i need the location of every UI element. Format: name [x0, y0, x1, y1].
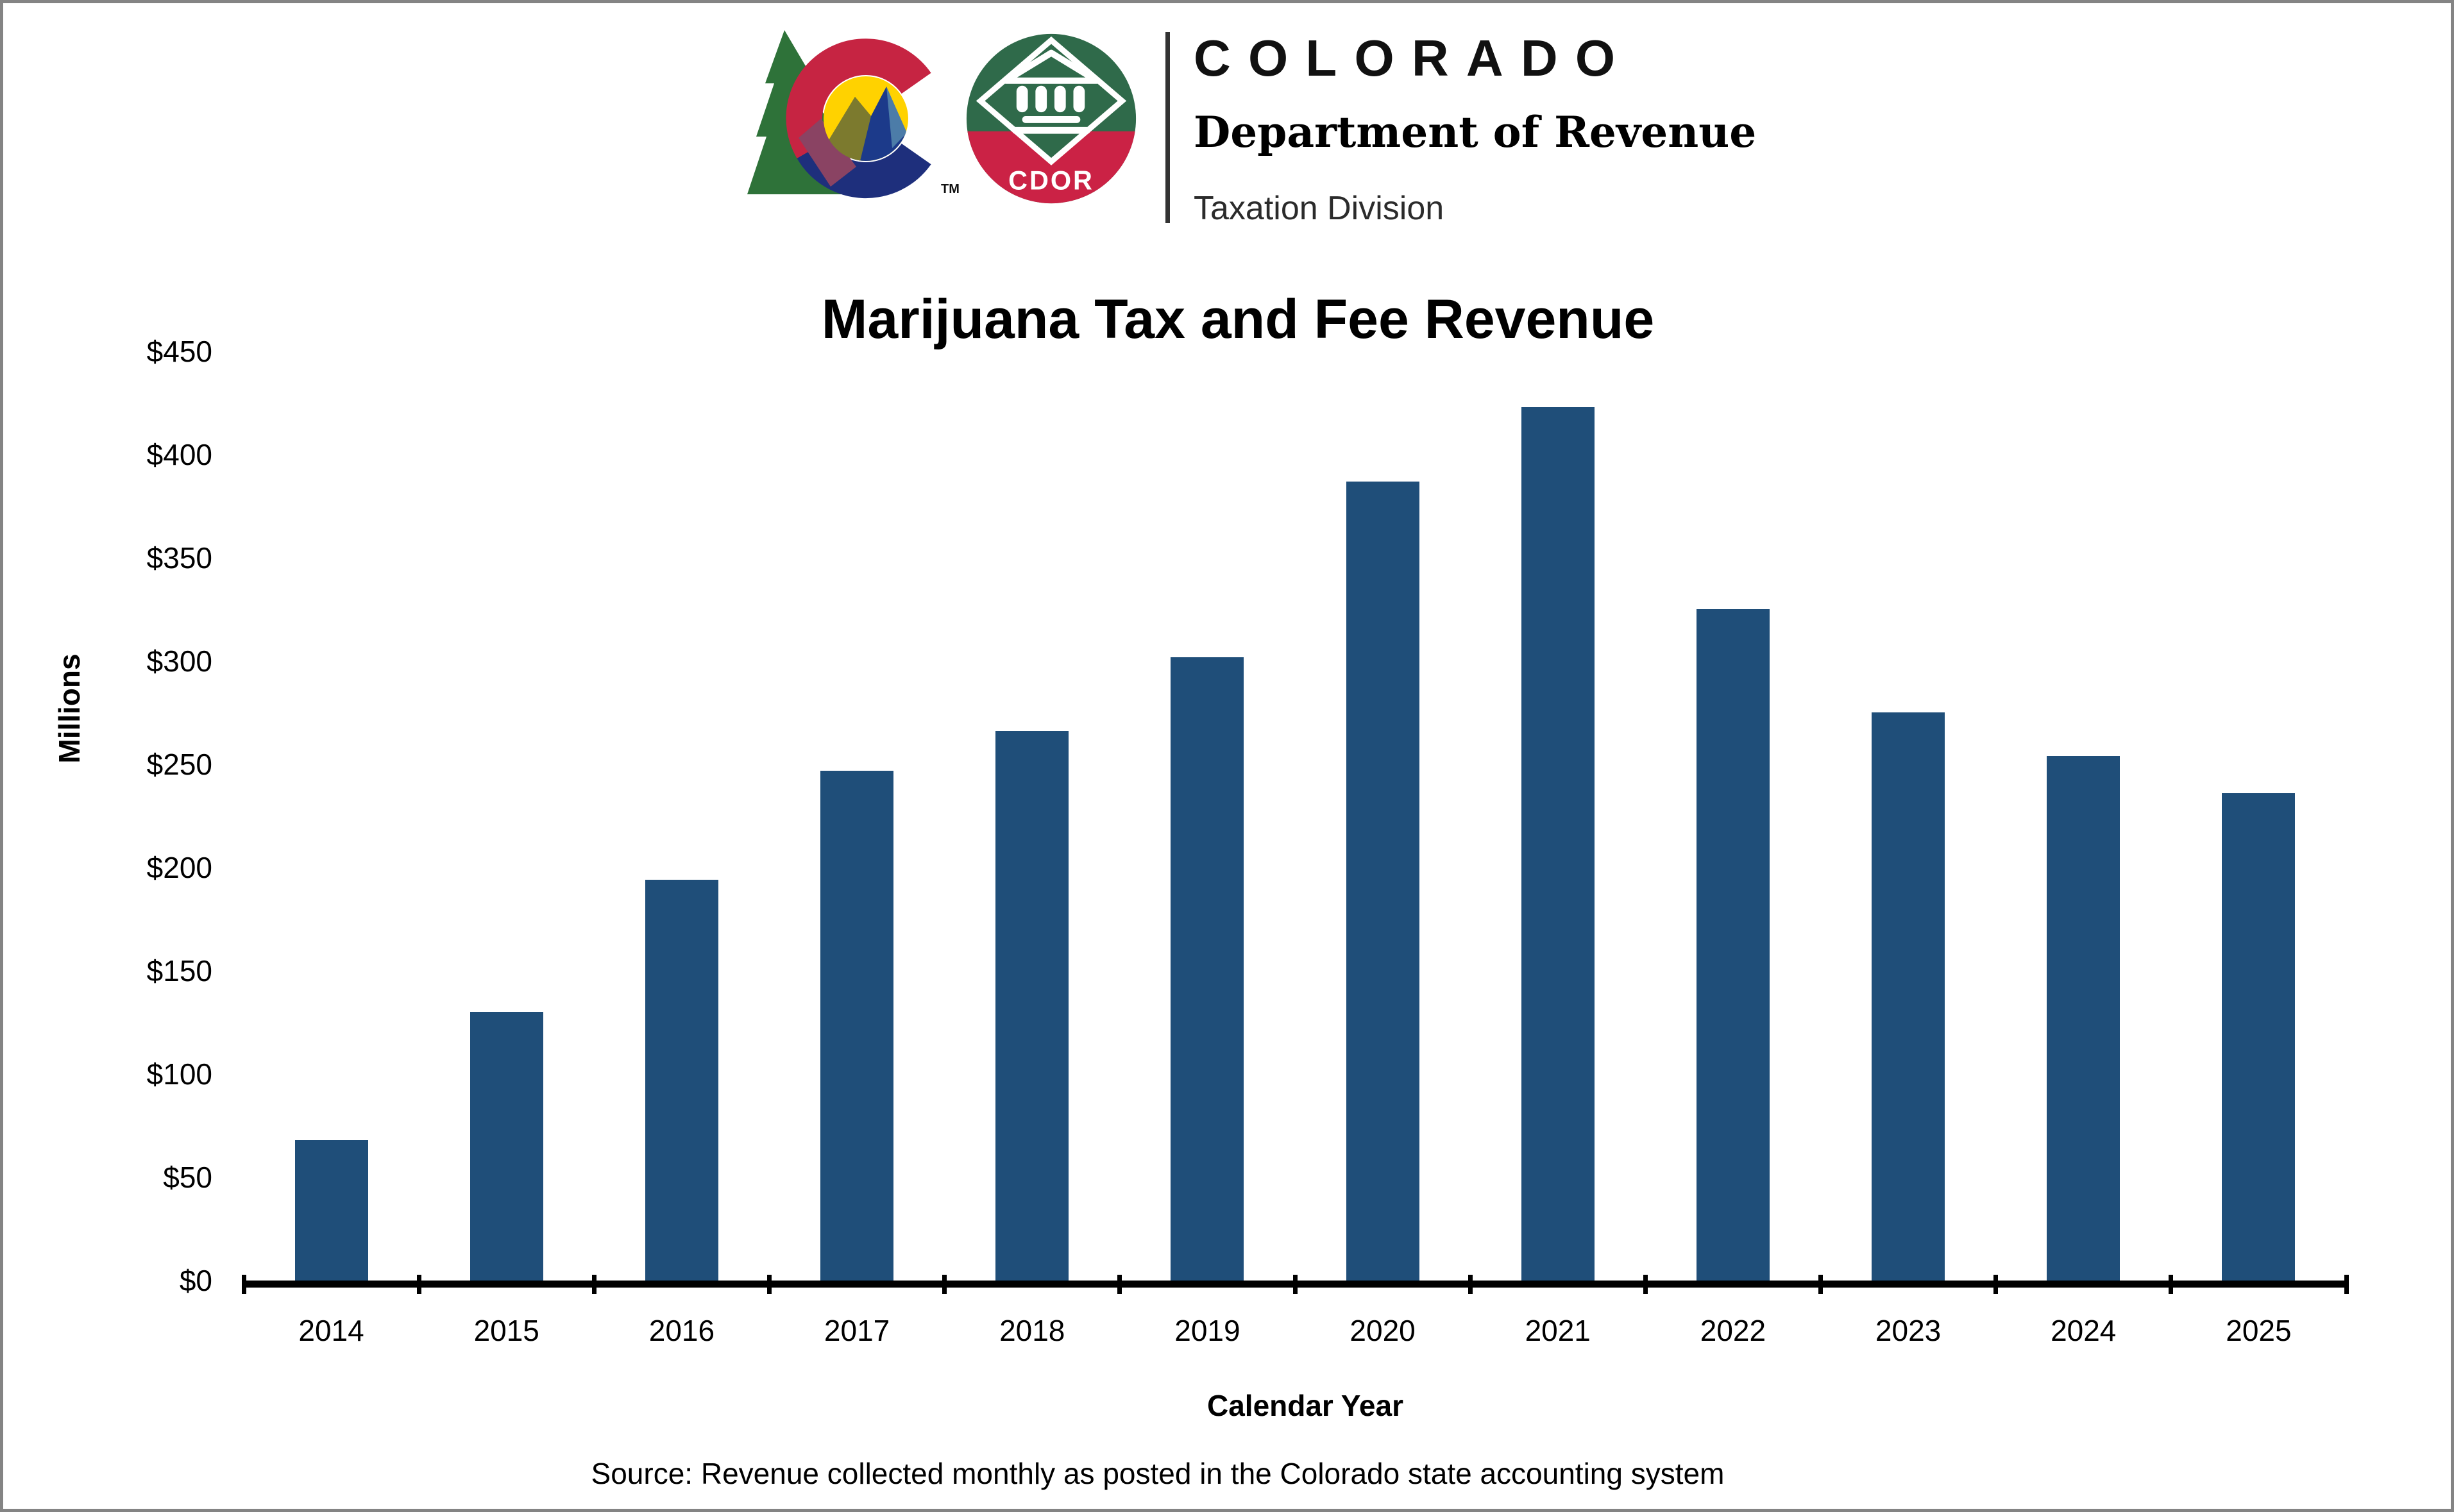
brand-division-name: Taxation Division [1194, 190, 1444, 227]
bar-2022 [1696, 609, 1770, 1281]
bar-2024 [2047, 756, 2120, 1281]
bar-2021 [1521, 407, 1595, 1281]
bar-2023 [1872, 712, 1945, 1281]
x-axis-tick [1468, 1275, 1473, 1294]
x-axis-tick [2169, 1275, 2174, 1294]
x-axis-tick [767, 1275, 772, 1294]
x-axis-tick [1993, 1275, 1999, 1294]
mountain-sun-icon [824, 76, 908, 161]
x-tick-label-2022: 2022 [1700, 1314, 1766, 1347]
x-tick-label-2021: 2021 [1525, 1314, 1591, 1347]
cdor-roundel-icon: CDOR [966, 33, 1137, 204]
x-tick-label-2014: 2014 [298, 1314, 364, 1347]
bar-2018 [995, 731, 1069, 1281]
y-tick-label: $350 [146, 541, 212, 575]
y-tick-label: $250 [146, 748, 212, 781]
bar-2016 [645, 880, 718, 1281]
x-axis-tick [1117, 1275, 1122, 1294]
trademark-label: TM [941, 182, 960, 196]
y-tick-label: $200 [146, 851, 212, 884]
bar-2014 [294, 1140, 368, 1281]
x-tick-label-2024: 2024 [2051, 1314, 2117, 1347]
x-axis-tick [2344, 1275, 2349, 1294]
y-tick-label: $400 [146, 438, 212, 471]
x-axis-tick [591, 1275, 597, 1294]
x-axis-title: Calendar Year [1206, 1389, 1403, 1422]
x-tick-label-2017: 2017 [824, 1314, 890, 1347]
x-tick-label-2025: 2025 [2226, 1314, 2292, 1347]
x-tick-label-2023: 2023 [1875, 1314, 1942, 1347]
bar-2025 [2222, 793, 2296, 1281]
x-tick-label-2015: 2015 [473, 1314, 539, 1347]
y-tick-label: $150 [146, 954, 212, 987]
brand-department-name: Department of Revenue [1194, 107, 1757, 157]
c-ring-icon [786, 38, 931, 199]
chart-title: Marijuana Tax and Fee Revenue [821, 289, 1655, 350]
x-axis-tick [1292, 1275, 1298, 1294]
x-axis-tick [1643, 1275, 1648, 1294]
bar-2017 [820, 771, 894, 1281]
x-axis-tick [1818, 1275, 1823, 1294]
x-tick-label-2016: 2016 [648, 1314, 715, 1347]
y-tick-label: $0 [179, 1264, 212, 1297]
colorado-state-logo-icon: TM [747, 30, 960, 199]
y-tick-label: $50 [163, 1161, 212, 1194]
y-tick-label: $450 [146, 335, 212, 368]
x-axis-tick [241, 1275, 246, 1294]
x-tick-label-2019: 2019 [1174, 1314, 1240, 1347]
bar-2015 [470, 1012, 543, 1281]
brand-divider [1165, 32, 1170, 223]
y-tick-label: $100 [146, 1057, 212, 1091]
x-axis-tick [416, 1275, 421, 1294]
source-note: Source: Revenue collected monthly as pos… [591, 1457, 1725, 1490]
x-tick-label-2020: 2020 [1350, 1314, 1416, 1347]
bar-2019 [1171, 657, 1244, 1281]
y-tick-label: $300 [146, 644, 212, 678]
capitol-temple-icon [1003, 49, 1100, 134]
brand-state-name: COLORADO [1194, 29, 1633, 87]
cdor-acronym-label: CDOR [1008, 165, 1094, 195]
x-tick-label-2018: 2018 [999, 1314, 1065, 1347]
bar-2020 [1346, 482, 1419, 1281]
x-axis-tick [942, 1275, 947, 1294]
